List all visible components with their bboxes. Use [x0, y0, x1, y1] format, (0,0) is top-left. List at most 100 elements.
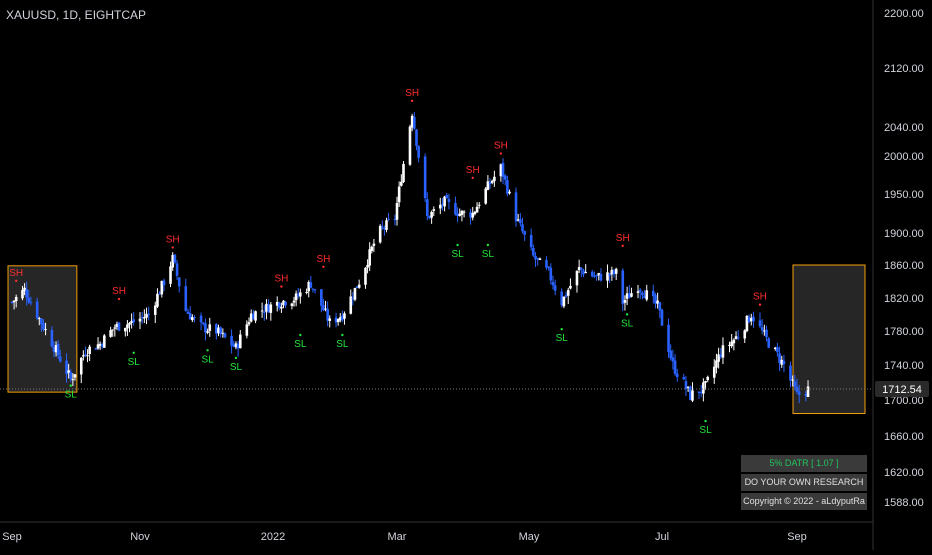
swing-low-marker: SL: [294, 333, 307, 350]
candle: [336, 318, 340, 326]
candle: [806, 380, 810, 398]
candle: [730, 334, 733, 349]
candle: [460, 209, 464, 222]
candle: [599, 268, 603, 282]
candle: [10, 300, 14, 305]
price-axis[interactable]: 2200.00 2120.00 2040.00 2000.00 1950.00 1900.…: [884, 8, 924, 509]
candle: [560, 288, 564, 308]
swing-high-marker: SH: [166, 234, 180, 249]
candle: [734, 331, 738, 340]
candle: [454, 196, 457, 216]
swing-low-marker: SL: [621, 313, 634, 329]
candle: [773, 346, 777, 351]
candle: [160, 280, 164, 298]
candle: [296, 287, 300, 299]
candle: [326, 301, 329, 327]
candle: [328, 315, 332, 328]
swing-high-marker: SH: [9, 268, 23, 282]
candle: [269, 301, 273, 321]
candle: [577, 259, 581, 273]
candle: [223, 332, 227, 339]
candle: [597, 272, 601, 281]
candle: [320, 289, 323, 313]
candle: [765, 325, 768, 342]
info-panel: 5% DATR [ 1.07 ] DO YOUR OWN RESEARCH Co…: [741, 455, 867, 512]
candle: [423, 153, 427, 202]
candle: [341, 310, 344, 323]
symbol-title: XAUUSD, 1D, EIGHTCAP: [6, 8, 147, 22]
candle: [37, 316, 41, 326]
candle: [147, 306, 151, 321]
candle: [523, 230, 526, 241]
candle: [14, 294, 18, 308]
candle: [536, 257, 540, 266]
candle: [545, 256, 548, 270]
candle: [280, 302, 283, 313]
last-price-label: 1712.54: [875, 381, 929, 398]
price-tick-label: 1588.00: [884, 497, 924, 509]
candle: [143, 309, 146, 324]
candle: [484, 186, 488, 205]
candle: [400, 174, 403, 187]
candle: [532, 244, 535, 258]
candle: [415, 128, 418, 151]
candle: [789, 361, 792, 388]
candle: [719, 348, 723, 359]
time-tick-label: Sep: [2, 531, 22, 543]
candle: [88, 344, 91, 362]
candle: [776, 342, 779, 357]
candle: [126, 320, 129, 336]
candle: [65, 353, 68, 383]
candle: [529, 228, 533, 251]
candle: [408, 124, 412, 166]
candle: [124, 327, 127, 337]
candle: [299, 288, 302, 304]
swing-low-marker: SL: [482, 243, 494, 260]
candle: [145, 307, 148, 325]
datr-label: 5% DATR [ 1.07 ]: [741, 455, 867, 472]
candle: [706, 375, 710, 383]
candle: [715, 353, 718, 374]
swing-high-marker: SH: [112, 286, 126, 301]
candle: [338, 312, 342, 323]
price-tick-label: 1780.00: [884, 326, 924, 338]
candle: [752, 311, 755, 328]
candle: [462, 210, 466, 218]
candle: [428, 215, 431, 220]
candle: [247, 317, 251, 327]
candle: [234, 341, 238, 350]
candle: [215, 323, 218, 340]
candle: [56, 340, 60, 360]
candle: [473, 210, 477, 216]
svg-text:SH: SH: [9, 268, 23, 279]
time-axis[interactable]: Sep Nov 2022 Mar May Jul Sep: [2, 531, 807, 543]
candle: [282, 300, 285, 309]
candle: [441, 198, 444, 211]
candle: [100, 342, 104, 350]
candle: [294, 290, 298, 307]
swing-low-marker: SL: [128, 351, 140, 368]
candle: [445, 193, 449, 199]
swing-low-marker: SL: [699, 419, 712, 436]
candle: [368, 242, 371, 272]
candle: [236, 340, 240, 357]
candle: [691, 382, 694, 403]
candle: [262, 305, 266, 321]
candle: [584, 264, 587, 274]
candle: [499, 163, 503, 182]
candle: [697, 391, 701, 400]
candle: [395, 196, 399, 226]
candle: [506, 175, 509, 197]
time-tick-label: May: [519, 531, 540, 543]
candle: [138, 312, 142, 330]
candle: [111, 329, 115, 337]
candle: [791, 375, 794, 387]
disclaimer-label: DO YOUR OWN RESEARCH: [741, 474, 867, 491]
candle: [671, 349, 675, 370]
svg-text:SL: SL: [556, 333, 569, 344]
candle: [12, 300, 16, 310]
candle: [201, 321, 205, 326]
candle: [364, 267, 367, 289]
